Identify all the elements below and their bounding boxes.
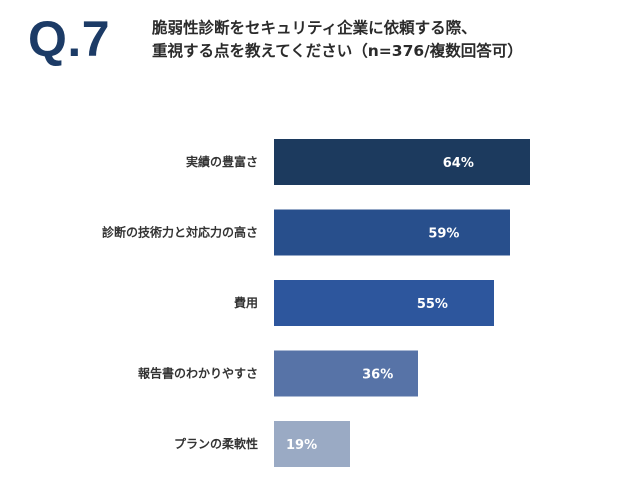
category-label-5: プランの柔軟性 (174, 436, 258, 451)
bar-2 (274, 209, 510, 256)
value-label-4: 36% (362, 368, 393, 383)
category-label-2: 診断の技術力と対応力の高さ (102, 225, 258, 240)
question-line-1: 脆弱性診断をセキュリティ企業に依頼する際、 (152, 19, 477, 37)
question-number: Q.7 (28, 11, 111, 67)
question-line-2: 重視する点を教えてください（n=376/複数回答可） (152, 42, 523, 61)
bar-5 (274, 421, 350, 467)
category-label-4: 報告書のわかりやすさ (138, 366, 258, 381)
category-label-1: 実績の豊富さ (186, 154, 258, 169)
value-label-5: 19% (286, 438, 317, 453)
bar-3 (274, 280, 494, 326)
bar-1 (274, 139, 530, 185)
category-label-3: 費用 (234, 295, 258, 310)
bar-4 (274, 350, 418, 397)
question-text: 脆弱性診断をセキュリティ企業に依頼する際、 重視する点を教えてください（n=37… (152, 17, 632, 64)
value-label-1: 64% (443, 156, 474, 171)
value-label-2: 59% (428, 227, 459, 242)
value-label-3: 55% (417, 297, 448, 312)
